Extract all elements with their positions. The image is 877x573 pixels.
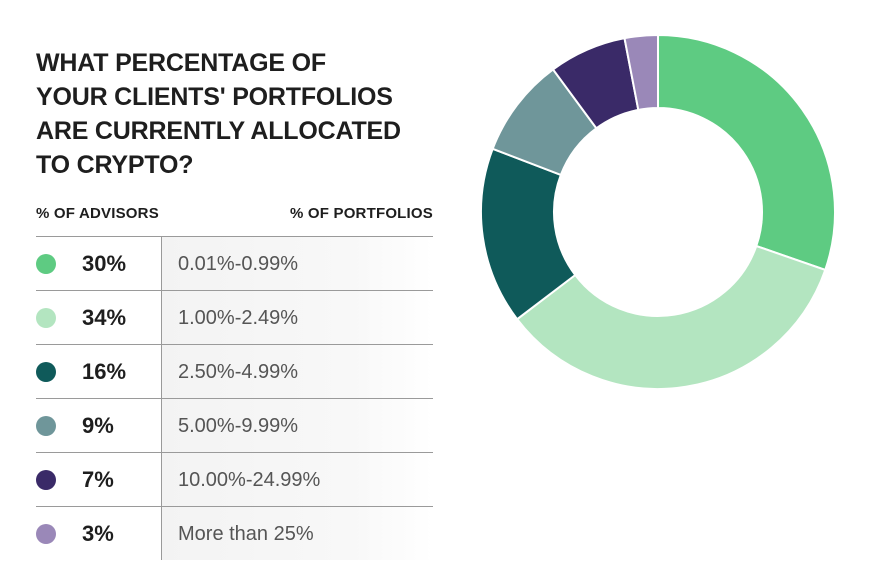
legend-value-0: 30% bbox=[82, 251, 127, 276]
legend-range-5: More than 25% bbox=[178, 523, 314, 545]
title-line-1: WHAT PERCENTAGE OF bbox=[36, 49, 326, 77]
legend-value-3: 9% bbox=[82, 413, 114, 438]
donut-slice-5 bbox=[623, 33, 659, 112]
legend-row: 34% 1.00%-2.49% bbox=[36, 290, 433, 344]
legend-range-2: 2.50%-4.99% bbox=[178, 361, 299, 383]
legend-table: 30% 0.01%-0.99% 34% 1.00%-2.49% 16% 2.50… bbox=[36, 236, 433, 560]
legend-value-1: 34% bbox=[82, 305, 127, 330]
legend-range-0: 0.01%-0.99% bbox=[178, 253, 299, 275]
legend-range-4: 10.00%-24.99% bbox=[178, 469, 321, 491]
column-header-portfolios: % OF PORTFOLIOS bbox=[289, 205, 433, 222]
column-header-advisors: % OF ADVISORS bbox=[36, 205, 159, 222]
chart-title: WHAT PERCENTAGE OF YOUR CLIENTS' PORTFOL… bbox=[36, 46, 456, 182]
legend-row: 16% 2.50%-4.99% bbox=[36, 344, 433, 398]
legend-swatch-5 bbox=[36, 524, 56, 544]
legend-range-3: 5.00%-9.99% bbox=[178, 415, 299, 437]
legend-swatch-3 bbox=[36, 416, 56, 436]
legend-swatch-0 bbox=[36, 254, 56, 274]
title-line-2: YOUR CLIENTS' PORTFOLIOS bbox=[36, 83, 393, 111]
legend-range-1: 1.00%-2.49% bbox=[178, 307, 299, 329]
legend-value-2: 16% bbox=[82, 359, 127, 384]
legend-value-4: 7% bbox=[82, 467, 114, 492]
legend-swatch-4 bbox=[36, 470, 56, 490]
legend-row: 30% 0.01%-0.99% bbox=[36, 236, 433, 290]
legend-row: 9% 5.00%-9.99% bbox=[36, 398, 433, 452]
title-line-4: TO CRYPTO? bbox=[36, 151, 194, 179]
legend-value-5: 3% bbox=[82, 521, 114, 546]
legend-row: 7% 10.00%-24.99% bbox=[36, 452, 433, 506]
legend-swatch-2 bbox=[36, 362, 56, 382]
title-line-3: ARE CURRENTLY ALLOCATED bbox=[36, 117, 401, 145]
legend-row: 3% More than 25% bbox=[36, 506, 433, 560]
legend-swatch-1 bbox=[36, 308, 56, 328]
donut-slice-0 bbox=[657, 33, 836, 272]
donut-slice-1 bbox=[515, 244, 827, 390]
